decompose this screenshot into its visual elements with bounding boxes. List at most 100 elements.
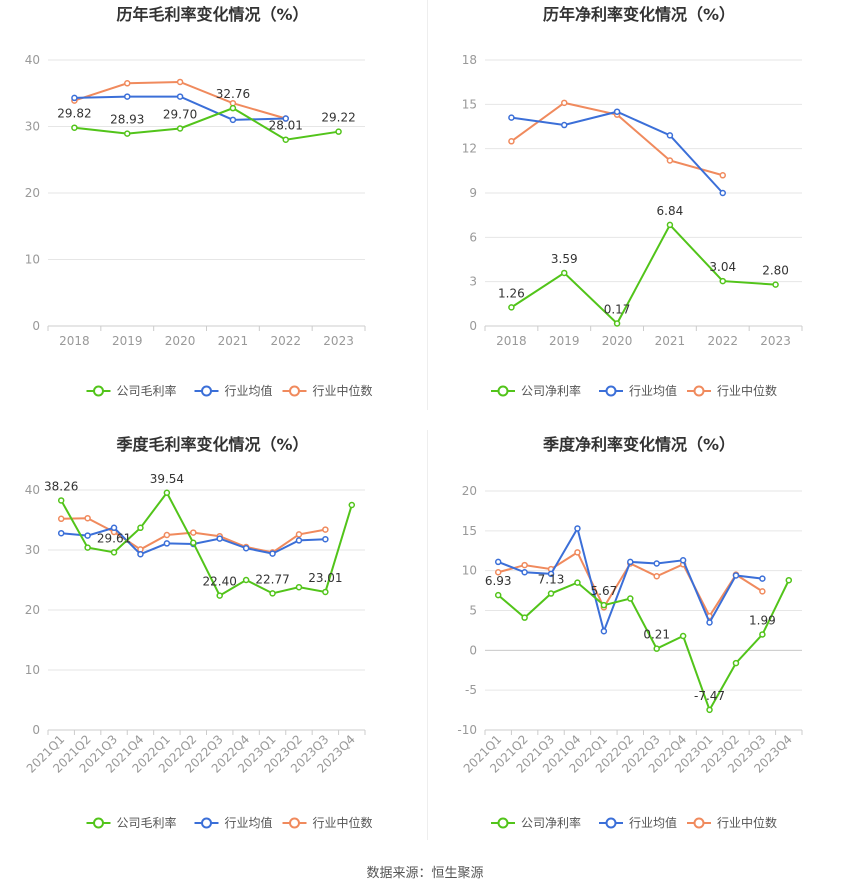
y-tick-label: 20 [462, 484, 477, 498]
data-point-company [732, 659, 740, 667]
y-tick-label: 12 [462, 142, 477, 156]
data-point-company [759, 631, 766, 638]
data-label: 6.93 [485, 574, 512, 588]
data-point-avg [494, 558, 502, 566]
chart-title: 历年净利率变化情况（%） [543, 5, 735, 24]
chart-quarterly-net-margin-svg: 季度净利率变化情况（%）-10-5051015202021Q12021Q2202… [457, 435, 803, 830]
data-point-median [176, 78, 184, 86]
legend-label: 行业均值 [225, 815, 273, 830]
data-label: 29.82 [57, 107, 91, 121]
y-tick-label: 20 [25, 603, 40, 617]
chart-quarterly-gross-margin: 季度毛利率变化情况（%） 0 10 20 30 40 2021Q1 2021Q2 2021Q3 2… [0, 430, 425, 850]
y-tick-label: 6 [469, 230, 477, 244]
x-tick-label: 2022 [270, 334, 301, 348]
y-tick-label: 10 [462, 564, 477, 578]
legend-item-avg: 行业均值 [599, 383, 677, 398]
legend-swatch-dot [693, 817, 705, 829]
data-point-median [84, 514, 91, 522]
y-tick-label: -10 [457, 723, 477, 737]
y-tick-label: 10 [25, 253, 40, 267]
legend-item-avg: 行业均值 [194, 383, 273, 398]
data-point-avg [282, 115, 289, 122]
data-point-median [759, 588, 766, 595]
data-label: 0.21 [643, 628, 670, 642]
data-point-avg [719, 189, 726, 197]
y-tick-label: 0 [32, 723, 40, 737]
data-point-company [613, 320, 621, 327]
y-tick-label: 0 [469, 319, 477, 333]
data-label: 28.01 [269, 119, 303, 133]
data-point-company [521, 614, 528, 621]
y-tick-label: 10 [25, 663, 40, 677]
legend-swatch-dot [93, 817, 104, 829]
series-line-avg [511, 110, 724, 194]
y-tick-label: 5 [469, 604, 477, 618]
legend-label: 公司净利率 [521, 815, 581, 830]
data-point-company [772, 281, 779, 288]
data-point-company [84, 544, 91, 551]
data-point-avg [269, 550, 276, 557]
legend-swatch-dot [605, 385, 617, 397]
series-line-company [60, 490, 353, 598]
data-point-avg [322, 535, 329, 543]
data-point-median [574, 549, 581, 556]
data-point-company [494, 591, 502, 599]
data-point-company [547, 590, 555, 597]
data-label: 28.93 [110, 113, 144, 127]
x-tick-label: 2020 [602, 334, 633, 348]
legend-swatch-dot [201, 817, 212, 829]
data-point-company [282, 136, 289, 143]
y-tick-label: 9 [469, 186, 477, 200]
data-label: 3.59 [551, 252, 578, 266]
data-point-median [508, 138, 515, 145]
legend-swatch-dot [497, 385, 509, 397]
legend-label: 行业中位数 [717, 815, 777, 830]
data-point-company [666, 221, 674, 229]
y-tick-label: 30 [25, 543, 40, 557]
data-point-company [653, 645, 660, 652]
data-point-company [295, 583, 303, 591]
legend-item-company: 公司净利率 [491, 383, 581, 398]
data-label: 1.26 [498, 286, 525, 300]
data-label: 0.17 [604, 302, 631, 316]
legend-label: 公司毛利率 [117, 815, 177, 830]
data-point-company [57, 497, 65, 504]
data-point-company [71, 124, 78, 131]
data-label: -7.47 [694, 689, 725, 703]
data-point-company [176, 125, 184, 132]
data-point-avg [706, 619, 713, 626]
data-point-company [561, 269, 568, 277]
data-point-median [322, 526, 329, 533]
data-point-company [574, 579, 581, 586]
data-point-company [600, 601, 608, 609]
data-point-avg [547, 570, 555, 578]
data-point-company [508, 304, 515, 311]
series-line-company [74, 107, 339, 141]
x-tick-label: 2023 [760, 334, 791, 348]
data-point-avg [508, 114, 515, 121]
legend-label: 行业均值 [629, 383, 677, 398]
legend-label: 行业均值 [629, 815, 677, 830]
chart-title: 季度净利率变化情况（%） [542, 435, 735, 454]
data-point-company [627, 595, 634, 602]
data-point-avg [124, 93, 131, 100]
data-point-avg [653, 560, 660, 567]
y-tick-label: 18 [462, 53, 477, 67]
legend-label: 行业均值 [225, 383, 273, 398]
data-point-company [163, 489, 171, 497]
legend-swatch-dot [289, 385, 300, 397]
data-point-company [229, 104, 237, 112]
x-tick-label: 2020 [165, 334, 196, 348]
data-label: 5.67 [591, 584, 618, 598]
legend-swatch-dot [497, 817, 509, 829]
data-point-avg [561, 121, 568, 129]
y-tick-label: 15 [462, 97, 477, 111]
data-point-avg [574, 525, 581, 532]
legend-label: 行业中位数 [717, 383, 777, 398]
data-point-avg [57, 529, 65, 537]
y-tick-label: 15 [462, 524, 477, 538]
data-point-avg [229, 116, 237, 124]
data-point-avg [242, 544, 250, 552]
y-tick-label: 20 [25, 186, 40, 200]
legend-swatch-dot [605, 817, 617, 829]
